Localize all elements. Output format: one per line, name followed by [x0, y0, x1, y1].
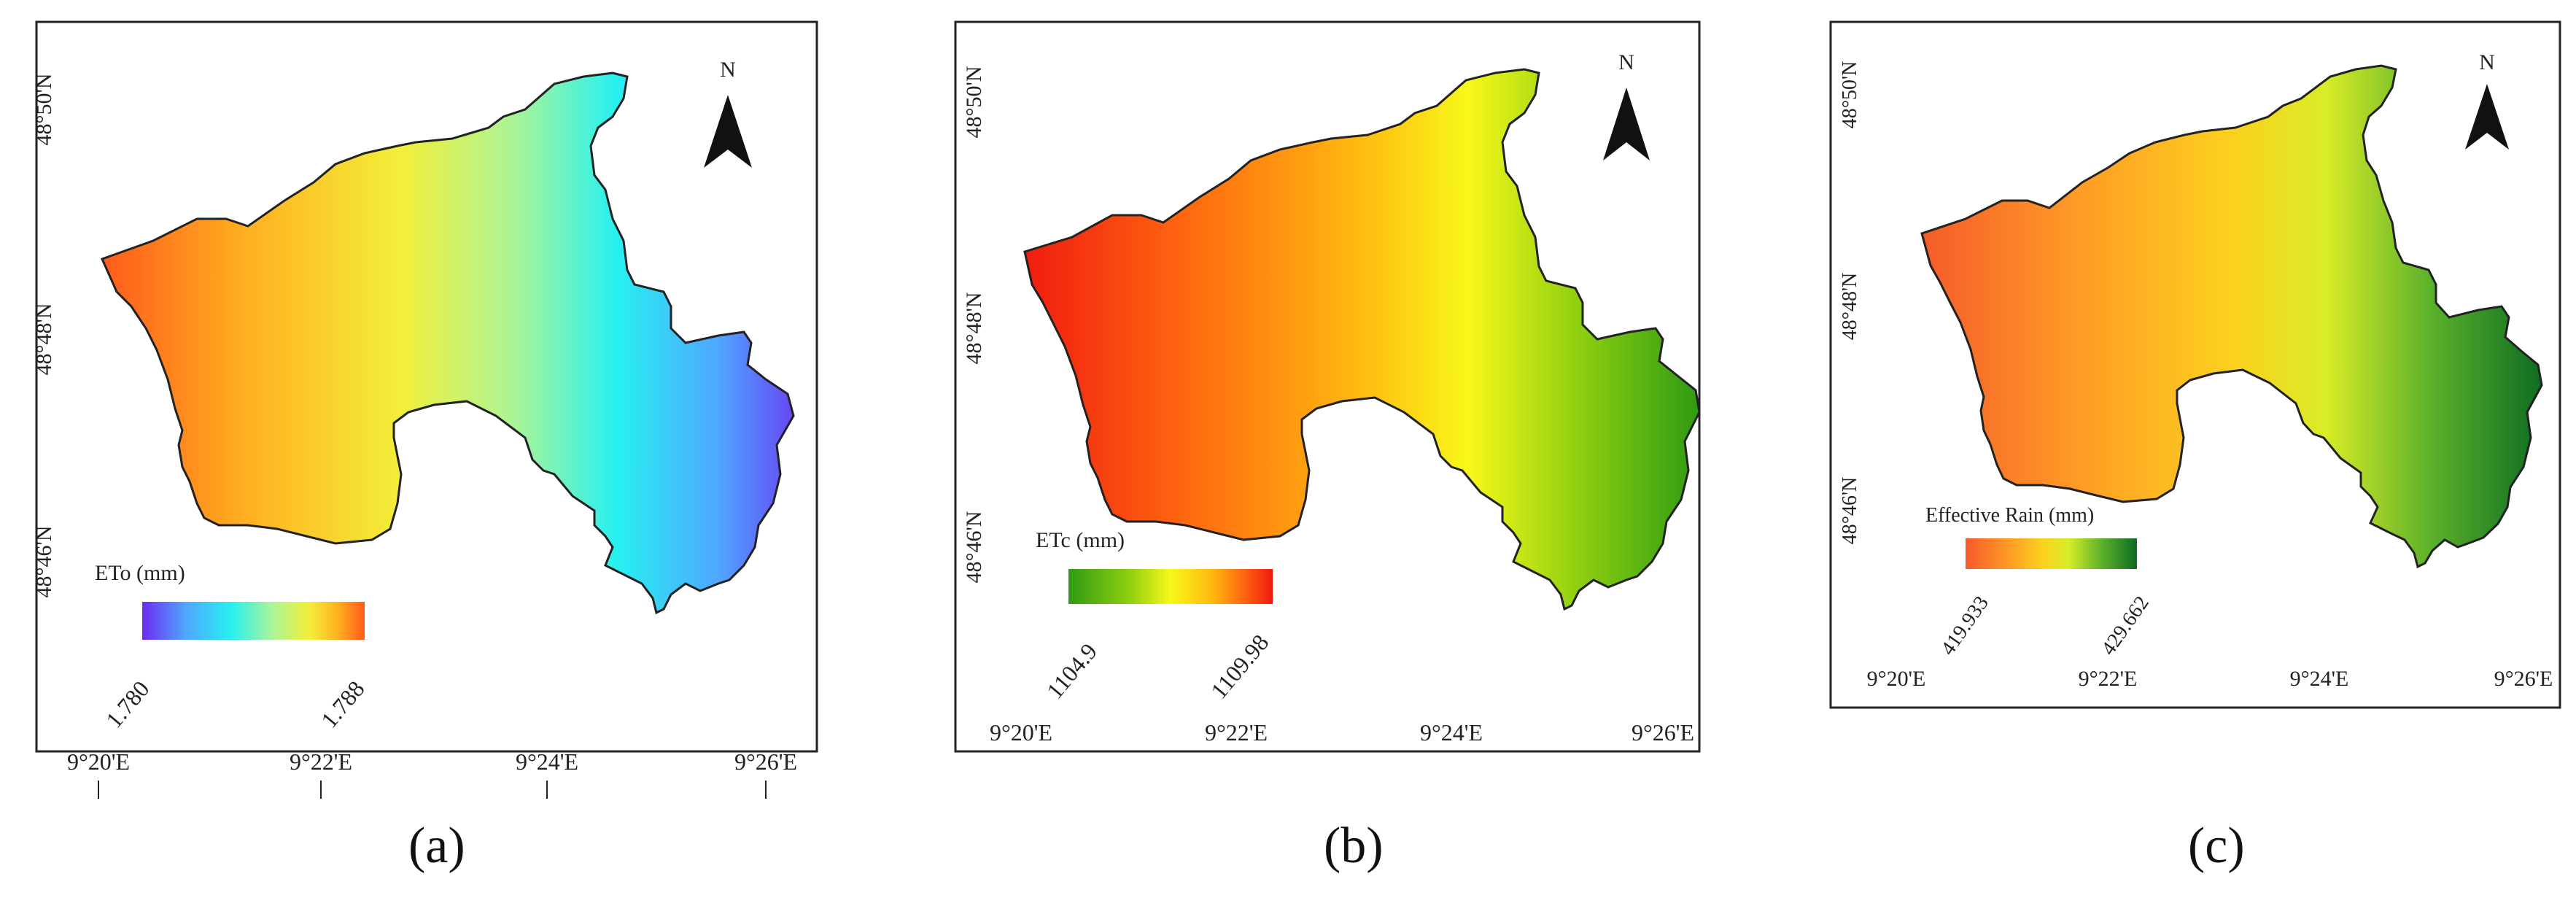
lat-tick-label: 48°50'N: [962, 66, 986, 138]
north-arrow-icon: [2465, 84, 2509, 150]
lon-tick-label: 9°24'E: [2290, 667, 2349, 691]
legend-min-label: 419.933: [1936, 592, 1993, 659]
legend-max-label: 1109.98: [1206, 630, 1274, 704]
eto-map: N ETo (mm) 1.780 1.788 48°50'N 48°48'N 4…: [32, 20, 818, 799]
lon-tick-label: 9°20'E: [67, 748, 130, 775]
north-label: N: [2479, 50, 2495, 74]
lon-tick-label: 9°24'E: [1420, 719, 1483, 746]
north-arrow-icon: [704, 95, 752, 168]
lat-tick-label: 48°48'N: [962, 292, 986, 364]
lon-tick-label: 9°24'E: [516, 748, 578, 775]
etc-map: N ETc (mm) 1104.9 1109.98 48°50'N 48°48'…: [954, 20, 1701, 753]
lon-tick-label: 9°26'E: [2494, 667, 2553, 691]
panel-caption: (c): [2188, 818, 2245, 874]
lon-tick-label: 9°22'E: [290, 748, 352, 775]
lat-tick-label: 48°50'N: [32, 73, 56, 145]
lon-tick-label: 9°22'E: [2079, 667, 2138, 691]
legend-color-bar: [1966, 538, 2137, 569]
lat-tick-label: 48°48'N: [1839, 273, 1861, 340]
lat-tick-label: 48°48'N: [32, 303, 56, 375]
north-label: N: [720, 58, 736, 82]
lat-tick-label: 48°46'N: [962, 511, 986, 583]
legend-min-label: 1.780: [101, 676, 155, 732]
legend-title: Effective Rain (mm): [1925, 504, 2094, 527]
legend-title: ETo (mm): [95, 561, 185, 585]
map-frame: [35, 20, 818, 753]
legend-title: ETc (mm): [1036, 528, 1125, 552]
legend-color-bar: [142, 602, 365, 640]
study-area-polygon: [1920, 64, 2543, 569]
study-area-polygon: [100, 71, 795, 615]
panel-caption: (b): [1324, 818, 1384, 874]
panel-caption: (a): [408, 818, 465, 874]
legend-min-label: 1104.9: [1041, 638, 1102, 704]
legend-color-bar: [1068, 569, 1273, 604]
lon-tick-label: 9°26'E: [734, 748, 797, 775]
lat-tick-label: 48°50'N: [1839, 61, 1861, 128]
lon-tick-label: 9°26'E: [1632, 719, 1694, 746]
map-frame: [954, 20, 1701, 753]
legend-max-label: 429.662: [2097, 592, 2154, 659]
north-label: N: [1618, 50, 1634, 74]
map-frame: [1829, 20, 2561, 709]
legend-max-label: 1.788: [316, 676, 370, 732]
lat-tick-label: 48°46'N: [1839, 477, 1861, 544]
study-area-polygon: [1023, 68, 1701, 611]
lat-tick-label: 48°46'N: [32, 525, 56, 597]
lon-tick-label: 9°20'E: [1867, 667, 1926, 691]
lon-tick-label: 9°20'E: [990, 719, 1052, 746]
north-arrow-icon: [1603, 88, 1650, 160]
lon-tick-label: 9°22'E: [1205, 719, 1268, 746]
effective-rain-map: N Effective Rain (mm) 419.933 429.662 48…: [1829, 20, 2561, 709]
lon-tick-marks: [98, 781, 767, 799]
